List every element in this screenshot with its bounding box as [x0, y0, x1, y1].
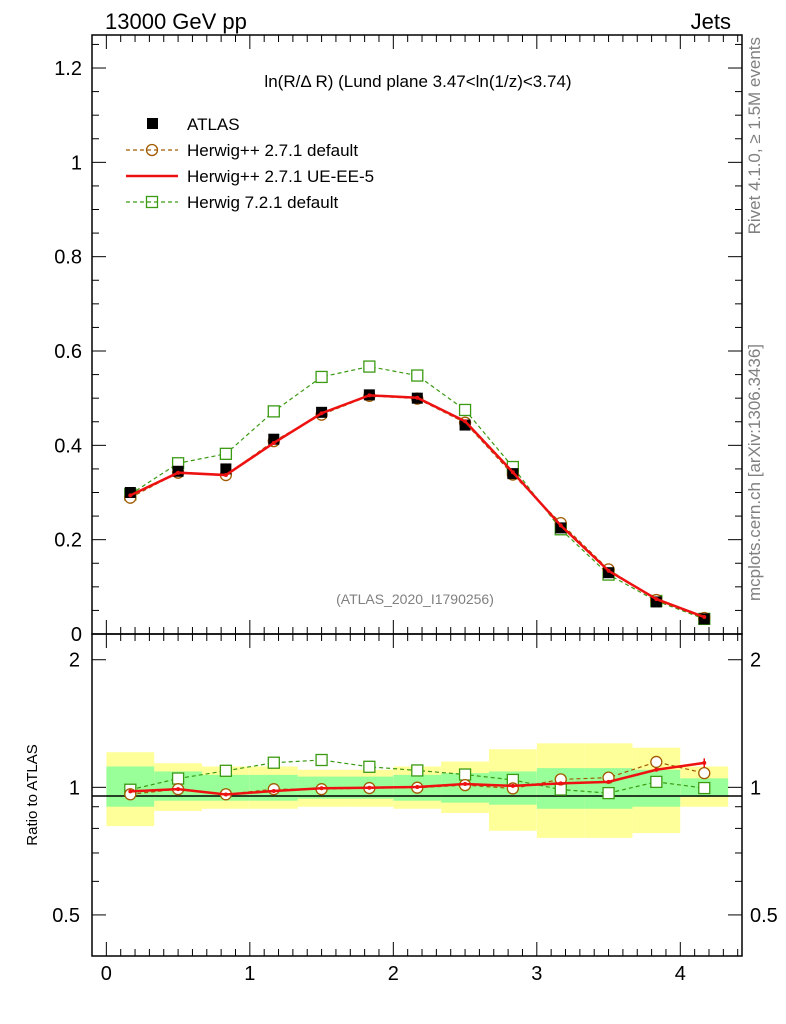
main-point-herwig-2-7-1-ue-ee-5: [128, 493, 133, 498]
main-line-herwig-2-7-1-default: [130, 395, 705, 619]
ratio-ytick-label-right: 1: [750, 777, 761, 799]
main-point-atlas: [268, 433, 280, 445]
ratio-point-herwig-2-7-1-ue-ee-5: [367, 785, 372, 790]
ratio-point-herwig-7-2-1-default: [602, 786, 615, 800]
main-ytick-label: 0: [71, 624, 82, 646]
ratio-point-herwig-7-2-1-default: [554, 783, 567, 796]
main-point-herwig-7-2-1-default: [363, 360, 376, 373]
xtick-label: 4: [675, 963, 686, 985]
main-panel: ln(R/Δ R) (Lund plane 3.47<ln(1/z)<3.74)…: [54, 34, 743, 646]
ratio-point-herwig-2-7-1-ue-ee-5: [654, 767, 659, 772]
main-point-herwig-2-7-1-ue-ee-5: [510, 470, 515, 475]
main-ytick-label: 1: [71, 152, 82, 174]
main-axis-ticks: 0 0.2 0.4 0.6 0.8 1 1.2: [54, 35, 742, 646]
main-point-herwig-2-7-1-ue-ee-5: [176, 470, 181, 475]
ratio-point-herwig-7-2-1-default: [267, 756, 280, 769]
ratio-point-herwig-7-2-1-default: [650, 775, 663, 789]
main-point-atlas: [459, 419, 471, 431]
ratio-point-herwig-7-2-1-default: [411, 764, 424, 777]
main-point-atlas: [650, 596, 662, 608]
ratio-point-herwig-2-7-1-ue-ee-5: [128, 789, 133, 794]
main-point-atlas: [220, 463, 232, 475]
xtick-label: 3: [531, 963, 542, 985]
main-point-herwig-2-7-1-ue-ee-5: [271, 440, 276, 445]
main-point-herwig-2-7-1-ue-ee-5: [367, 393, 372, 398]
legend-label-herwigpp-default: Herwig++ 2.7.1 default: [187, 141, 358, 160]
ratio-point-herwig-2-7-1-ue-ee-5: [176, 787, 181, 792]
ratio-point-herwig-2-7-1-ue-ee-5: [415, 784, 420, 789]
legend-label-atlas: ATLAS: [187, 115, 240, 134]
main-point-herwig-2-7-1-ue-ee-5: [558, 523, 563, 528]
main-point-herwig-7-2-1-default: [458, 403, 472, 417]
band-inner-11: [632, 769, 681, 807]
ratio-point-herwig-2-7-1-ue-ee-5: [319, 786, 324, 791]
legend-label-herwigpp-ueee5: Herwig++ 2.7.1 UE-EE-5: [187, 167, 374, 186]
ratio-point-herwig-2-7-1-ue-ee-5: [463, 782, 468, 787]
ratio-point-herwig-2-7-1-ue-ee-5: [271, 789, 276, 794]
main-point-herwig-2-7-1-ue-ee-5: [606, 568, 611, 573]
ratio-point-herwig-7-2-1-default: [171, 772, 185, 785]
main-point-herwig-7-2-1-default: [267, 405, 280, 418]
ratio-point-herwig-7-2-1-default: [315, 753, 328, 767]
legend-label-herwig7: Herwig 7.2.1 default: [187, 193, 338, 212]
main-point-herwig-2-7-1-ue-ee-5: [702, 615, 707, 620]
ratio-point-herwig-2-7-1-ue-ee-5: [510, 783, 515, 788]
ratio-ytick-label-right: 2: [750, 650, 761, 672]
analysis-watermark: (ATLAS_2020_I1790256): [336, 591, 494, 607]
legend-marker-herwigpp-default: [145, 143, 159, 157]
mcplots-label: mcplots.cern.ch [arXiv:1306.3436]: [745, 344, 764, 601]
ratio-axis-label: Ratio to ATLAS: [24, 744, 41, 845]
main-line-herwig-2-7-1-ue-ee-5: [129, 394, 705, 619]
main-point-herwig-7-2-1-default: [219, 447, 233, 460]
main-ytick-label: 0.6: [54, 341, 82, 363]
ratio-ytick-label-left: 2: [69, 650, 80, 672]
ratio-ytick-label-left: 1: [69, 777, 80, 799]
legend: ATLAS Herwig++ 2.7.1 default Herwig++ 2.…: [126, 115, 374, 212]
ratio-point-herwig-7-2-1-default: [363, 760, 376, 773]
legend-marker-herwig7: [145, 195, 159, 209]
main-point-herwig-2-7-1-ue-ee-5: [654, 597, 659, 602]
main-point-herwig-7-2-1-default: [315, 370, 328, 384]
ratio-point-herwig-7-2-1-default: [698, 781, 711, 795]
x-axis-tick-labels: 0 1 2 3 4: [101, 963, 686, 985]
xtick-label: 0: [101, 963, 112, 985]
main-point-atlas: [555, 522, 567, 534]
ratio-point-herwig-7-2-1-default: [458, 768, 472, 781]
process-label: 13000 GeV pp: [105, 9, 247, 34]
ratio-point-herwig-2-7-1-ue-ee-5: [606, 779, 611, 784]
main-point-herwig-2-7-1-ue-ee-5: [223, 473, 228, 478]
rivet-label: Rivet 4.1.0, ≥ 1.5M events: [745, 37, 764, 234]
main-point-herwig-2-7-1-ue-ee-5: [463, 419, 468, 424]
main-point-herwig-7-2-1-default: [411, 369, 424, 382]
ratio-panel: 0.5 0.5 1 1 2 2 Ratio to ATLAS: [24, 633, 778, 957]
ratio-axis-ticks: 0.5 0.5 1 1 2 2: [52, 634, 778, 957]
main-point-herwig-2-7-1-ue-ee-5: [319, 411, 324, 416]
main-point-herwig-2-7-1-ue-ee-5: [415, 395, 420, 400]
ratio-ytick-label-right: 0.5: [750, 905, 778, 927]
ratio-point-herwig-2-7-1-ue-ee-5: [223, 792, 228, 797]
legend-marker-atlas: [147, 118, 158, 129]
ratio-point-herwig-2-7-1-default: [698, 767, 711, 780]
main-ytick-label: 1.2: [54, 58, 82, 80]
xtick-label: 2: [388, 963, 399, 985]
category-label: Jets: [691, 9, 731, 34]
ratio-frame: [91, 633, 743, 957]
ratio-point-herwig-7-2-1-default: [219, 764, 233, 777]
main-ytick-label: 0.2: [54, 530, 82, 552]
main-ytick-label: 0.8: [54, 247, 82, 269]
main-ytick-label: 0.4: [54, 435, 82, 457]
main-point-atlas: [124, 487, 136, 499]
ratio-ytick-label-left: 0.5: [52, 905, 80, 927]
plot-title: ln(R/Δ R) (Lund plane 3.47<ln(1/z)<3.74): [264, 72, 571, 91]
ratio-series: [124, 753, 711, 801]
ratio-point-herwig-2-7-1-ue-ee-5: [558, 781, 563, 786]
xtick-label: 1: [244, 963, 255, 985]
ratio-point-herwig-2-7-1-default: [650, 755, 663, 769]
main-series: [124, 360, 711, 626]
